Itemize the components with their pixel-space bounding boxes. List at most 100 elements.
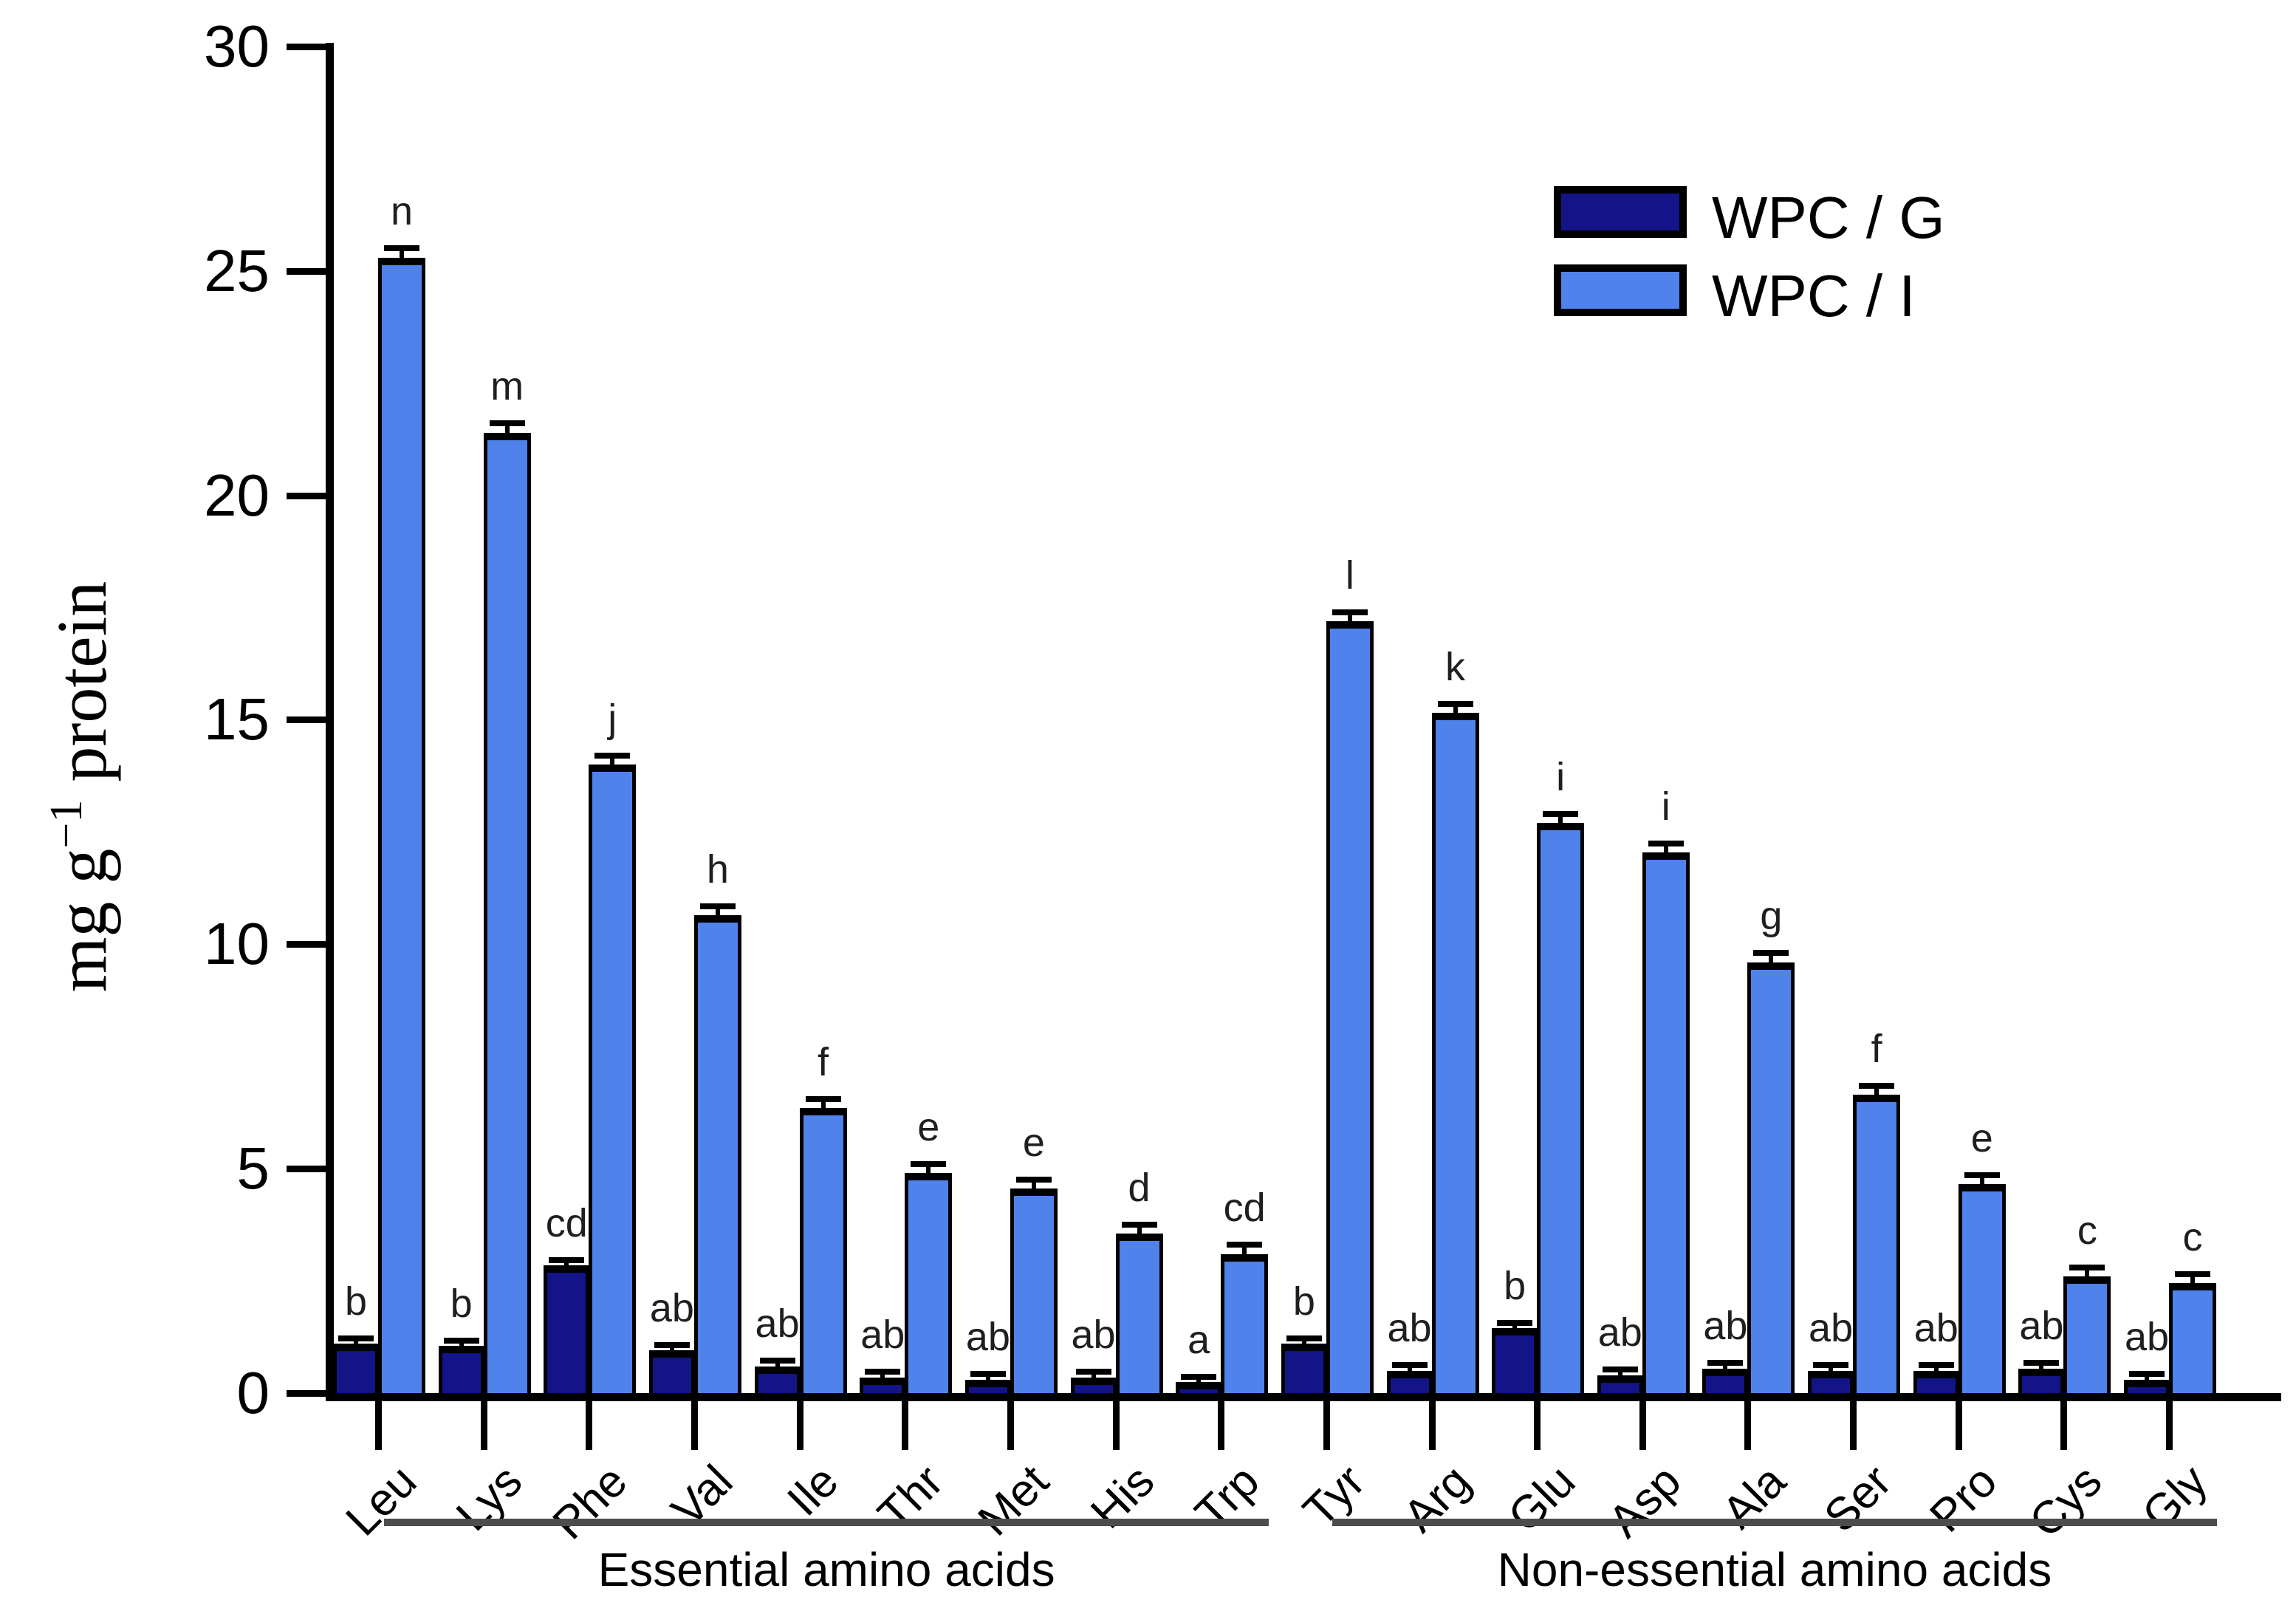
y-tick-label: 10 (204, 911, 270, 977)
sig-letter: j (608, 697, 617, 742)
error-bar-cap (1648, 840, 1684, 846)
bar-wpc-i (905, 1173, 953, 1397)
bar-wpc-i (2169, 1283, 2217, 1397)
x-tick-mark (1955, 1401, 1962, 1450)
bar-wpc-i (1958, 1184, 2006, 1397)
y-tick-mark (287, 1166, 329, 1173)
bar-wpc-g (1281, 1344, 1327, 1397)
error-bar-stem (400, 248, 404, 258)
error-bar-cap (759, 1358, 795, 1364)
x-tick-mark (1007, 1401, 1014, 1450)
sig-letter: ab (1387, 1306, 1432, 1351)
bar-wpc-i (1010, 1188, 1058, 1397)
error-bar-cap (970, 1371, 1006, 1378)
sig-letter: c (2182, 1214, 2203, 1259)
error-bar-stem (715, 906, 720, 915)
x-axis-line (326, 1393, 2281, 1401)
sig-letter: ab (1597, 1310, 1642, 1355)
sig-letter: k (1445, 645, 1465, 690)
sig-letter: b (1504, 1263, 1526, 1308)
error-bar-cap (2069, 1264, 2105, 1270)
bar-wpc-g (438, 1346, 484, 1397)
y-tick-label: 25 (204, 237, 270, 304)
error-bar-stem (2085, 1267, 2090, 1276)
error-bar-cap (654, 1341, 690, 1348)
group-underline (1332, 1519, 2218, 1526)
error-bar-stem (504, 423, 510, 433)
y-tick-label: 15 (204, 686, 270, 753)
error-bar-stem (1979, 1175, 1984, 1185)
bar-wpc-i (1747, 962, 1795, 1397)
error-bar-stem (1137, 1225, 1142, 1234)
y-axis-title-superscript: −1 (41, 799, 92, 849)
y-tick-mark (287, 492, 329, 499)
error-bar-cap (1181, 1373, 1217, 1380)
error-bar-cap (2129, 1371, 2165, 1378)
y-tick-mark (287, 1390, 329, 1397)
sig-letter: ab (1071, 1313, 1116, 1358)
error-bar-cap (1813, 1362, 1849, 1369)
error-bar-cap (549, 1256, 585, 1263)
error-bar-cap (699, 903, 736, 909)
sig-letter: b (344, 1279, 368, 1324)
bar-wpc-g (333, 1344, 379, 1397)
sig-letter: c (2077, 1208, 2097, 1253)
sig-letter: a (1188, 1317, 1210, 1362)
sig-letter: ab (1703, 1304, 1748, 1349)
bar-wpc-i (1853, 1094, 1901, 1397)
bar-wpc-i (1326, 620, 1374, 1397)
sig-letter: ab (2125, 1315, 2170, 1360)
sig-letter: g (1760, 894, 1783, 939)
error-bar-stem (2190, 1273, 2196, 1284)
error-bar-cap (865, 1369, 901, 1375)
sig-letter: h (706, 846, 729, 892)
sig-letter: ab (2019, 1304, 2064, 1349)
bar-wpc-i (1115, 1234, 1163, 1397)
error-bar-cap (1437, 701, 1473, 708)
x-tick-mark (1639, 1401, 1646, 1450)
sig-letter: e (917, 1105, 940, 1150)
bar-wpc-i (378, 257, 425, 1397)
error-bar-cap (1707, 1360, 1744, 1367)
sig-letter: e (1970, 1116, 1993, 1161)
error-bar-cap (1602, 1367, 1638, 1373)
error-bar-stem (610, 756, 615, 765)
y-tick-label: 0 (236, 1360, 270, 1426)
sig-letter: ab (649, 1285, 694, 1330)
x-tick-mark (1112, 1401, 1120, 1450)
error-bar-cap (2175, 1270, 2211, 1277)
y-tick-label: 5 (236, 1135, 270, 1202)
sig-letter: cd (1223, 1186, 1266, 1231)
x-tick-mark (375, 1401, 382, 1450)
x-tick-mark (690, 1401, 698, 1450)
sig-letter: i (1661, 784, 1670, 829)
bar-wpc-i (483, 432, 531, 1397)
sig-letter: cd (545, 1200, 588, 1245)
error-bar-cap (443, 1337, 479, 1344)
group-underline (384, 1519, 1269, 1526)
bar-wpc-i (589, 765, 637, 1397)
y-tick-mark (287, 267, 329, 275)
sig-letter: l (1345, 553, 1354, 598)
x-tick-mark (1428, 1401, 1436, 1450)
error-bar-stem (1874, 1085, 1879, 1095)
error-bar-cap (489, 420, 525, 427)
error-bar-cap (1015, 1177, 1052, 1183)
sig-letter: d (1128, 1166, 1151, 1211)
sig-letter: f (1871, 1026, 1882, 1071)
error-bar-cap (1543, 811, 1579, 818)
y-tick-mark (287, 941, 329, 948)
legend-label-wpc-i: WPC / I (1712, 263, 1916, 329)
y-tick-label: 30 (204, 13, 270, 79)
legend-label-wpc-g: WPC / G (1712, 185, 1945, 250)
error-bar-cap (338, 1335, 374, 1341)
error-bar-cap (1075, 1369, 1111, 1375)
legend-swatch-wpc-g (1554, 186, 1687, 238)
error-bar-stem (926, 1164, 931, 1174)
sig-letter: i (1556, 755, 1566, 800)
x-tick-mark (480, 1401, 487, 1450)
error-bar-cap (1332, 609, 1368, 615)
error-bar-cap (1497, 1319, 1533, 1326)
x-tick-mark (1744, 1401, 1752, 1450)
